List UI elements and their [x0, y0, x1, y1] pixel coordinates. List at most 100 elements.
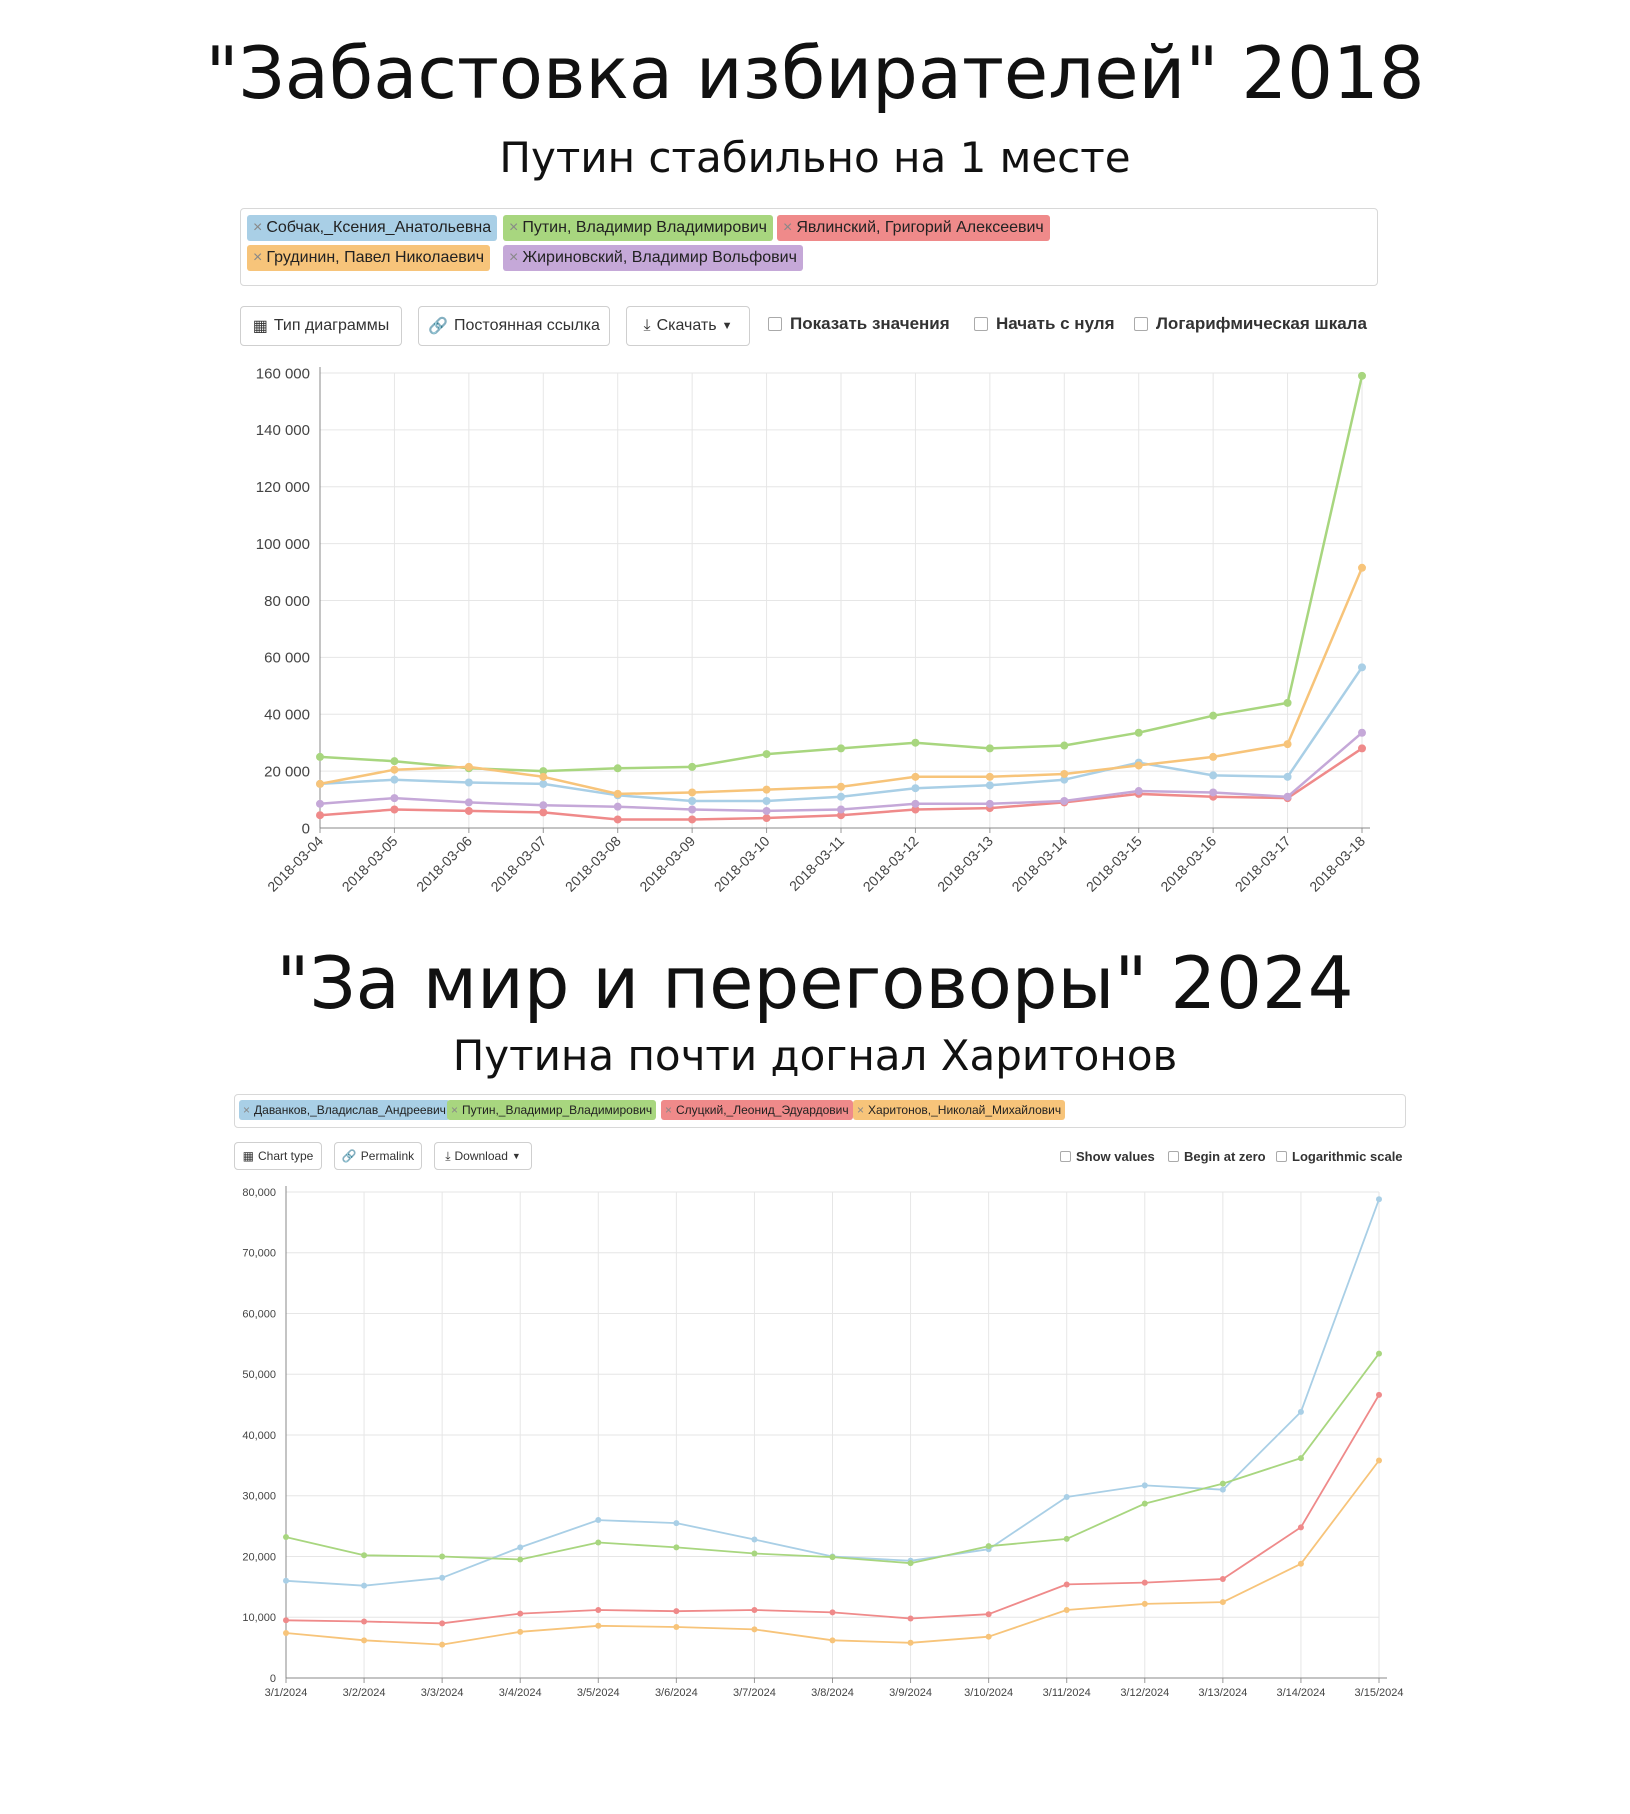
checkbox-box[interactable]: [974, 317, 988, 331]
legend-chip-1[interactable]: × Даванков,_Владислав_Андреевич: [239, 1100, 450, 1120]
x-tick-label: 3/5/2024: [577, 1687, 620, 1699]
legend-chip-4[interactable]: × Грудинин, Павел Николаевич: [247, 245, 491, 271]
checkbox-box[interactable]: [1168, 1151, 1179, 1162]
data-point-series-1: [911, 784, 920, 793]
data-point-series-4: [517, 1628, 524, 1635]
x-tick-label: 2018-03-09: [636, 833, 698, 895]
chart2-show-values-checkbox[interactable]: Show values: [1060, 1149, 1155, 1164]
chart1-chart-type-button[interactable]: ▦ Тип диаграммы: [240, 306, 402, 346]
data-point-series-4: [361, 1637, 368, 1644]
chart2-begin-at-zero-checkbox[interactable]: Begin at zero: [1168, 1149, 1266, 1164]
data-point-series-4: [613, 789, 622, 798]
close-icon[interactable]: ×: [509, 249, 519, 266]
x-tick-label: 2018-03-04: [264, 833, 326, 895]
y-tick-label: 100 000: [256, 536, 310, 553]
data-point-series-2: [539, 767, 548, 776]
close-icon[interactable]: ×: [857, 1103, 865, 1117]
checkbox-box[interactable]: [768, 317, 782, 331]
data-point-series-4: [829, 1637, 836, 1644]
download-icon: ⤓: [445, 1148, 451, 1163]
y-tick-label: 20 000: [264, 763, 310, 780]
data-point-series-3: [837, 811, 845, 820]
legend-chip-3[interactable]: × Слуцкий,_Леонид_Эдуардович: [661, 1100, 853, 1120]
data-point-series-2: [1297, 1455, 1304, 1462]
chart1-log-scale-checkbox[interactable]: Логарифмическая шкала: [1134, 314, 1367, 334]
data-point-series-3: [1358, 744, 1366, 753]
data-point-series-3: [751, 1606, 758, 1613]
data-point-series-2: [911, 738, 920, 747]
data-point-series-4: [464, 762, 473, 771]
close-icon[interactable]: ×: [509, 219, 519, 236]
data-point-series-3: [1141, 1579, 1148, 1586]
legend-chip-2[interactable]: × Путин, Владимир Владимирович: [503, 215, 773, 241]
chart1-download-button[interactable]: ⤓ Скачать ▼: [626, 306, 750, 346]
chart1-legend: × Собчак,_Ксения_Анатольевна × Путин, Влади…: [240, 208, 1378, 286]
data-point-series-2: [1063, 1535, 1070, 1542]
close-icon[interactable]: ×: [665, 1103, 673, 1117]
checkbox-box[interactable]: [1134, 317, 1148, 331]
chart1-show-values-checkbox[interactable]: Показать значения: [768, 314, 950, 334]
x-tick-label: 2018-03-18: [1306, 833, 1368, 895]
data-point-series-5: [539, 801, 548, 810]
chart1-plot: 0 20 000 40 000 60 000 80 000 100 000 120 000 1…: [256, 365, 1370, 895]
chart1-begin-at-zero-checkbox[interactable]: Начать с нуля: [974, 314, 1115, 334]
chart2-permalink-label: Permalink: [360, 1149, 415, 1163]
data-point-series-4: [837, 782, 845, 791]
data-point-series-3: [613, 815, 622, 824]
data-point-series-2: [688, 762, 697, 771]
chart2-permalink-button[interactable]: 🔗 Permalink: [334, 1142, 422, 1170]
y-tick-label: 10,000: [242, 1612, 276, 1624]
legend-chip-3[interactable]: × Явлинский, Григорий Алексеевич: [777, 215, 1050, 241]
legend-chip-2[interactable]: × Путин,_Владимир_Владимирович: [447, 1100, 657, 1120]
chart2-panel: × Даванков,_Владислав_Андреевич × Путин,_Вл…: [222, 1090, 1418, 1808]
data-point-series-3: [595, 1606, 602, 1613]
checkbox-box[interactable]: [1276, 1151, 1287, 1162]
x-tick-label: 2018-03-16: [1157, 833, 1219, 895]
chart2-chart-type-button[interactable]: ▦ Chart type: [234, 1142, 322, 1170]
legend-label: Жириновский, Владимир Вольфович: [522, 249, 797, 266]
chart1-subtitle: Путин стабильно на 1 месте: [499, 133, 1131, 182]
close-icon[interactable]: ×: [253, 249, 263, 266]
data-point-series-4: [1134, 761, 1143, 770]
data-point-series-4: [316, 779, 324, 788]
close-icon[interactable]: ×: [451, 1103, 459, 1117]
y-tick-label: 30,000: [242, 1491, 276, 1503]
x-tick-label: 2018-03-13: [934, 833, 996, 895]
data-point-series-3: [283, 1617, 289, 1624]
chart1-panel: × Собчак,_Ксения_Анатольевна × Путин, Влади…: [222, 202, 1398, 926]
data-point-series-2: [595, 1539, 602, 1546]
legend-chip-1[interactable]: × Собчак,_Ксения_Анатольевна: [247, 215, 498, 241]
x-tick-label: 2018-03-10: [711, 833, 773, 895]
close-icon[interactable]: ×: [783, 219, 793, 236]
legend-chip-5[interactable]: × Жириновский, Владимир Вольфович: [503, 245, 803, 271]
chart1-log-scale-label: Логарифмическая шкала: [1156, 314, 1367, 333]
data-point-series-4: [911, 772, 920, 781]
data-point-series-4: [1141, 1600, 1148, 1607]
x-tick-label: 2018-03-06: [413, 833, 475, 895]
data-point-series-2: [837, 744, 845, 753]
data-point-series-3: [439, 1620, 446, 1627]
data-point-series-5: [1134, 787, 1143, 796]
close-icon[interactable]: ×: [253, 219, 263, 236]
y-tick-label: 140 000: [256, 422, 310, 439]
y-tick-label: 50,000: [242, 1369, 276, 1381]
data-point-series-4: [1219, 1599, 1226, 1606]
close-icon[interactable]: ×: [243, 1103, 251, 1117]
checkbox-box[interactable]: [1060, 1151, 1071, 1162]
chart1-begin-at-zero-label: Начать с нуля: [996, 314, 1115, 333]
data-point-series-2: [613, 764, 622, 773]
data-point-series-4: [439, 1641, 446, 1648]
chart2-log-scale-checkbox[interactable]: Logarithmic scale: [1276, 1149, 1403, 1164]
data-point-series-1: [595, 1517, 602, 1524]
data-point-series-4: [1376, 1457, 1382, 1464]
data-point-series-1: [1063, 1493, 1070, 1500]
data-point-series-4: [673, 1623, 680, 1630]
chart2-download-button[interactable]: ⤓ Download ▼: [434, 1142, 532, 1170]
chart1-permalink-button[interactable]: 🔗 Постоянная ссылка: [418, 306, 610, 346]
x-tick-label: 3/10/2024: [964, 1687, 1013, 1699]
legend-chip-4[interactable]: × Харитонов,_Николай_Михайлович: [853, 1100, 1066, 1120]
data-point-series-2: [1283, 698, 1292, 707]
y-tick-label: 0: [302, 820, 310, 837]
data-point-series-1: [985, 781, 994, 790]
data-point-series-3: [1063, 1581, 1070, 1588]
